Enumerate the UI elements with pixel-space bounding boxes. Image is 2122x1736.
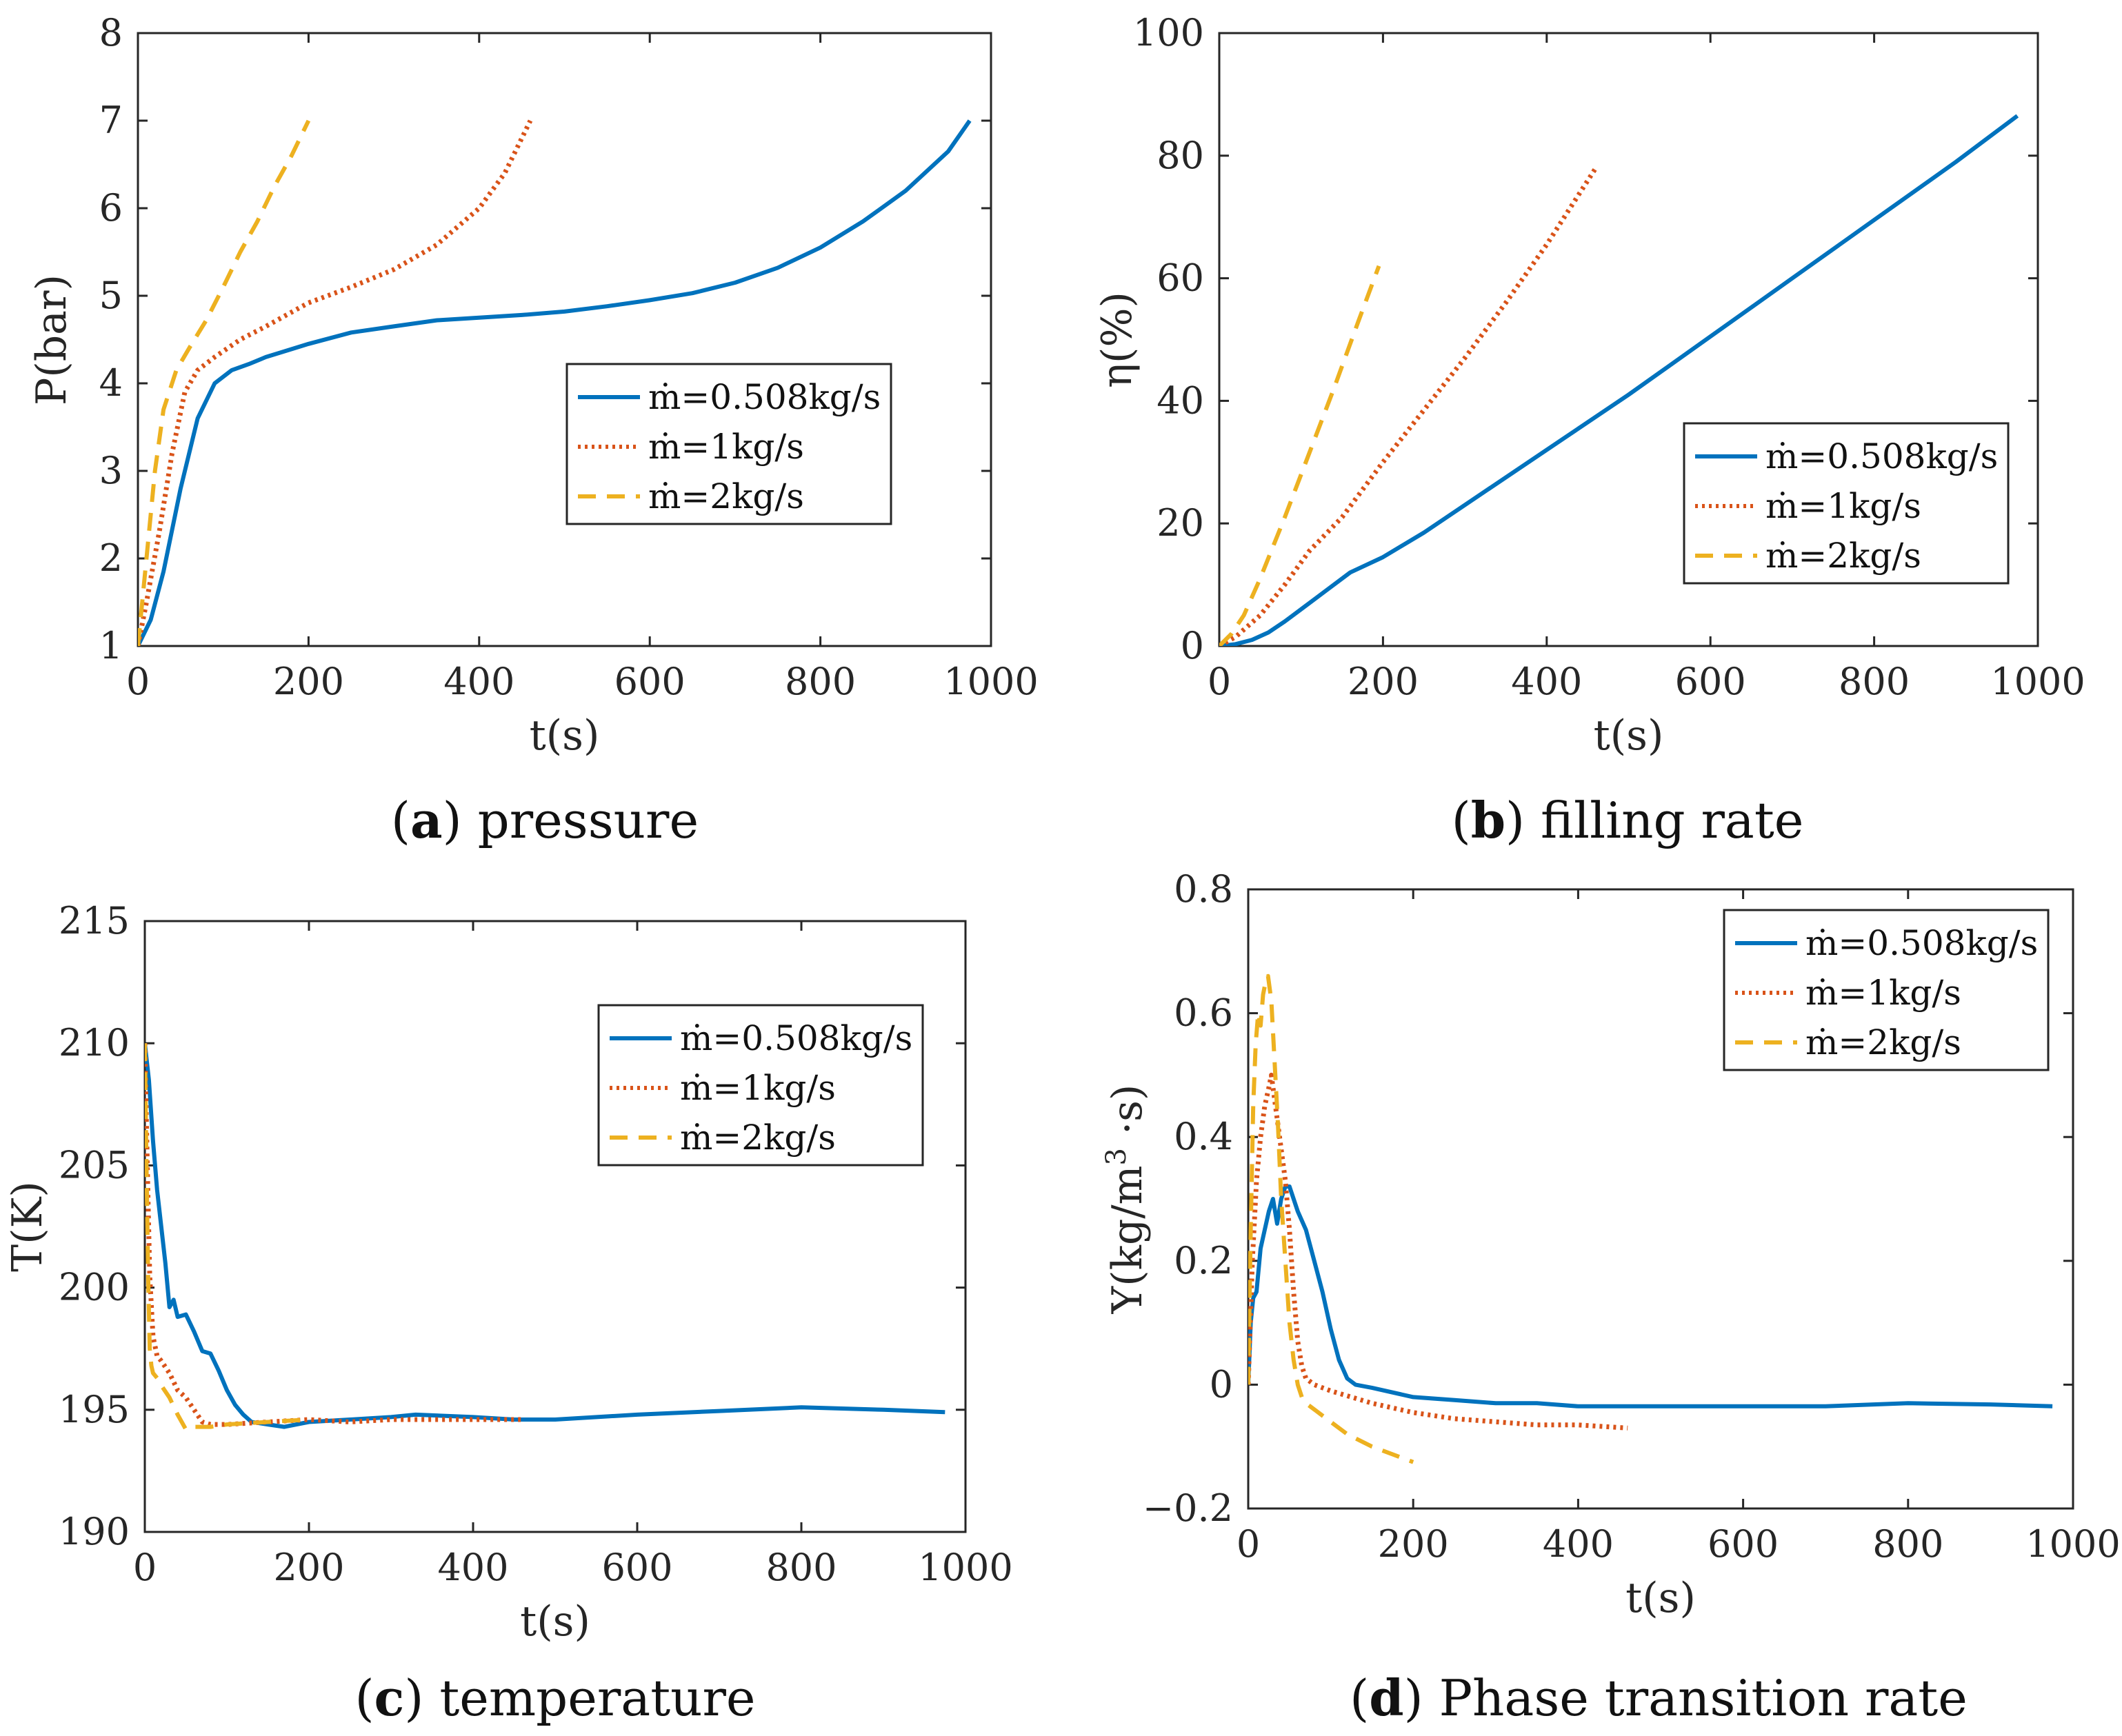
x-tick-label: 400 [1511,660,1582,703]
series-line-2 [1219,166,1598,646]
legend-label-2: ṁ=1kg/s [648,427,804,467]
legend-label-3: ṁ=2kg/s [680,1118,836,1158]
series-line-1 [145,1042,945,1429]
x-tick-label: 800 [1839,660,1910,703]
y-tick-label: 0 [1181,624,1204,667]
x-tick-label: 1000 [2025,1522,2120,1566]
legend-label-1: ṁ=0.508kg/s [1805,923,2038,963]
x-tick-label: 0 [126,660,150,703]
x-axis-label: t(s) [1594,711,1664,760]
legend-label-3: ṁ=2kg/s [1765,536,1921,576]
caption-b: (b) filling rate [1452,791,1804,849]
y-tick-label: 190 [59,1510,130,1553]
x-tick-label: 1000 [943,660,1038,703]
chart-b: 0 200 400 600 800 1000 0 20 40 60 80 100 t(s) η(%) ṁ=0… [1093,11,2085,849]
y-tick-label: 210 [59,1021,130,1064]
legend-label-1: ṁ=0.508kg/s [680,1018,912,1058]
legend-label-3: ṁ=2kg/s [1805,1022,1961,1062]
x-tick-label: 400 [1543,1522,1614,1566]
x-tick-label: 600 [1675,660,1746,703]
y-tick-label: 7 [99,99,123,142]
x-tick-label: 0 [1237,1522,1260,1566]
y-tick-label: 1 [99,624,123,667]
y-axis-label: η(%) [1093,292,1141,388]
x-tick-label: 600 [614,660,685,703]
x-tick-label: 600 [601,1546,672,1589]
y-tick-label: 200 [59,1266,130,1309]
series-line-2 [145,1043,523,1427]
axes-frame [1247,888,2074,1510]
axes-frame [137,32,992,647]
axes-frame [1218,32,2039,647]
chart-a: 0 200 400 600 800 1000 1 2 3 4 5 6 7 8 t(s) P(bar) ṁ=0.5… [28,11,1039,849]
series-line-1 [138,119,972,646]
legend: ṁ=0.508kg/s ṁ=1kg/s ṁ=2kg/s [1683,422,2010,585]
x-tick-label: 0 [133,1546,157,1589]
axes-frame [143,920,967,1533]
x-axis-label: t(s) [520,1597,590,1646]
legend-label-2: ṁ=1kg/s [680,1068,836,1108]
chart-d: 0 200 400 600 800 1000−0.200.20.40.60.8t(s)Y(… [1101,867,2121,1727]
chart-c: 0 200 400 600 800 1000 190 195 200 205 210 215 t(s) T… [3,899,1013,1727]
legend-label-2: ṁ=1kg/s [1765,486,1921,526]
series-line-2 [1248,1072,1628,1431]
legend-label-2: ṁ=1kg/s [1805,973,1961,1013]
series-line-3 [138,119,311,646]
y-tick-label: 3 [99,449,123,492]
series-line-3 [1248,973,1414,1464]
legend: ṁ=0.508kg/s ṁ=1kg/s ṁ=2kg/s [1723,909,2050,1071]
x-tick-label: 200 [1348,660,1419,703]
y-tick-label: 20 [1157,501,1204,545]
y-tick-label: 8 [99,11,123,54]
x-tick-label: 600 [1708,1522,1779,1566]
y-tick-label: 60 [1157,256,1204,300]
y-axis-label: P(bar) [28,274,76,405]
x-tick-label: 800 [765,1546,837,1589]
y-tick-label: 0.8 [1174,867,1233,911]
series-line-1 [1219,114,2019,646]
y-tick-label: 80 [1157,134,1204,177]
y-tick-label: 100 [1133,11,1204,54]
caption-a: (a) pressure [391,791,699,849]
y-tick-label: 0 [1210,1362,1233,1406]
y-tick-label: 0.6 [1174,991,1233,1035]
series-line-3 [145,1043,310,1432]
x-axis-label: t(s) [1625,1574,1696,1622]
legend-label-3: ṁ=2kg/s [648,476,804,516]
x-tick-label: 200 [1378,1522,1449,1566]
y-tick-label: 205 [59,1143,130,1187]
y-tick-label: 4 [99,361,123,405]
x-tick-label: 800 [785,660,856,703]
y-tick-label: 0.4 [1174,1115,1233,1158]
x-tick-label: 1000 [1990,660,2085,703]
x-tick-label: 400 [443,660,514,703]
y-tick-label: 40 [1157,379,1204,422]
legend-label-1: ṁ=0.508kg/s [1765,436,1998,476]
x-axis-label: t(s) [530,711,600,760]
y-tick-label: 0.2 [1174,1239,1233,1282]
x-tick-label: 200 [273,1546,344,1589]
x-tick-label: 400 [437,1546,508,1589]
caption-c: (c) temperature [354,1668,755,1727]
y-tick-label: 2 [99,536,123,580]
series-line-1 [1248,1184,2053,1409]
y-axis-label: Y(kg/m3 ·s) [1101,1084,1152,1315]
legend: ṁ=0.508kg/s ṁ=1kg/s ṁ=2kg/s [565,363,892,525]
y-axis-label: T(K) [3,1181,52,1272]
y-tick-label: 195 [59,1388,130,1431]
series-line-3 [1219,265,1381,646]
y-tick-label: 215 [59,899,130,942]
x-tick-label: 800 [1872,1522,1943,1566]
y-tick-label: 6 [99,186,123,230]
x-tick-label: 200 [273,660,344,703]
series-line-2 [138,119,533,646]
x-tick-label: 0 [1208,660,1231,703]
x-tick-label: 1000 [918,1546,1012,1589]
legend-label-1: ṁ=0.508kg/s [648,377,881,417]
y-tick-label: 5 [99,274,123,317]
legend: ṁ=0.508kg/s ṁ=1kg/s ṁ=2kg/s [597,1004,924,1167]
y-tick-label: −0.2 [1143,1486,1233,1530]
caption-d: (d) Phase transition rate [1350,1668,1968,1727]
